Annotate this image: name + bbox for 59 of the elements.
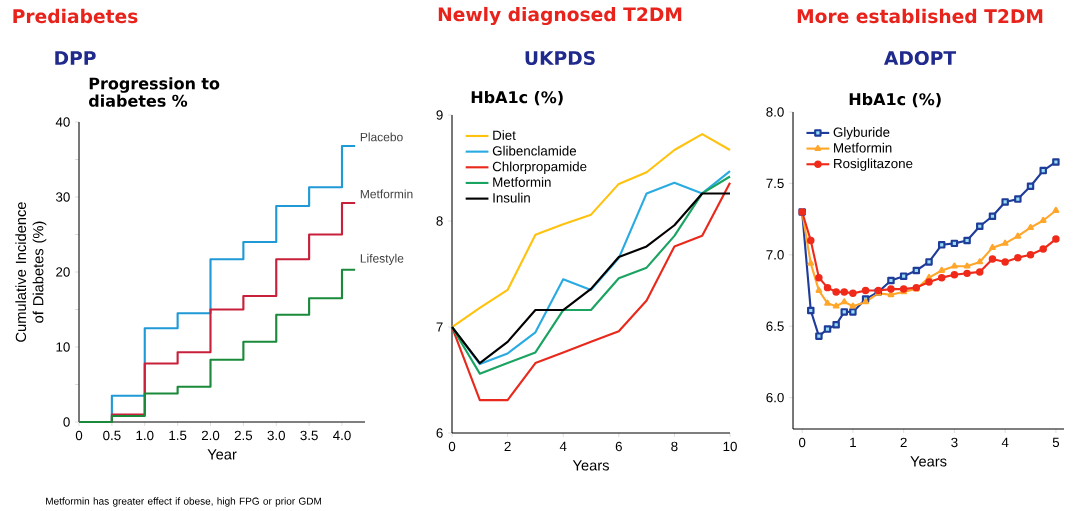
y-tick-label: 8.0 bbox=[766, 107, 784, 117]
x-tick-label: 8 bbox=[671, 441, 678, 452]
text: Progression to diabetes % bbox=[88, 77, 220, 107]
x-tick-label: 5 bbox=[1052, 437, 1060, 448]
y-axis-title: Cumulative Incidence of Diabetes (%) bbox=[15, 202, 47, 342]
x-tick-label: 4 bbox=[559, 441, 567, 451]
x-tick-label: 0.5 bbox=[103, 430, 121, 441]
chart-subtitle: DPP bbox=[55, 51, 96, 65]
legend-label: Metformin bbox=[834, 142, 892, 153]
y-tick-label: 6.0 bbox=[766, 392, 784, 403]
series-label: Placebo bbox=[360, 132, 403, 142]
y-tick-label: 7.0 bbox=[766, 250, 784, 260]
y-tick-label: 10 bbox=[56, 342, 70, 352]
y-tick-label: 9 bbox=[436, 110, 443, 120]
x-tick-label: 2 bbox=[504, 441, 511, 452]
x-tick-label: 3.5 bbox=[300, 430, 318, 441]
x-tick-label: 2.5 bbox=[234, 430, 253, 441]
y-tick-label: 8 bbox=[436, 216, 443, 226]
legend-label: Glibenclamide bbox=[492, 145, 577, 156]
text: HbA1c (%) bbox=[849, 92, 941, 108]
x-tick-label: 0 bbox=[75, 430, 83, 441]
text: HbA1c (%) bbox=[471, 90, 563, 106]
legend-label: Diet bbox=[493, 130, 516, 140]
y-tick-label: 7 bbox=[436, 322, 443, 332]
y-tick-label: 20 bbox=[56, 267, 70, 277]
x-tick-label: 2.0 bbox=[201, 430, 220, 441]
x-tick-label: 1.5 bbox=[169, 430, 187, 441]
x-tick-label: 0 bbox=[798, 437, 806, 448]
x-tick-label: 4.0 bbox=[333, 430, 351, 441]
legend-label: Glyburide bbox=[833, 127, 890, 140]
x-tick-label: 3.0 bbox=[267, 430, 285, 441]
x-axis-title: Years bbox=[572, 460, 609, 471]
x-tick-label: 6 bbox=[615, 441, 622, 452]
legend-label: Rosiglitazone bbox=[834, 158, 913, 171]
legend-label: Chlorpropamide bbox=[492, 161, 587, 174]
y-tick-label: 6.5 bbox=[766, 321, 784, 331]
series-label: Metformin bbox=[360, 189, 413, 199]
chart-title: More established T2DM bbox=[797, 8, 1043, 24]
x-axis-title: Year bbox=[207, 449, 237, 460]
legend-label: Metformin bbox=[493, 177, 551, 187]
x-axis-title: Years bbox=[910, 456, 947, 467]
chart-subtitle: UKPDS bbox=[525, 50, 595, 66]
x-tick-label: 4 bbox=[1001, 437, 1009, 447]
x-tick-label: 1 bbox=[850, 437, 856, 447]
chart-subtitle: ADOPT bbox=[883, 50, 957, 66]
x-tick-label: 1.0 bbox=[136, 430, 154, 441]
text: Metformin has greater effect if obese, high FPG or prior GDM bbox=[46, 497, 321, 507]
x-tick-label: 0 bbox=[448, 441, 456, 452]
x-tick-label: 2 bbox=[900, 437, 907, 448]
y-tick-label: 30 bbox=[55, 192, 70, 202]
chart-title: Prediabetes bbox=[13, 8, 138, 24]
series-label: Lifestyle bbox=[360, 253, 404, 266]
x-tick-label: 3 bbox=[951, 437, 958, 448]
chart-title: Newly diagnosed T2DM bbox=[438, 6, 682, 26]
legend-label: Insulin bbox=[493, 192, 530, 203]
x-tick-label: 10 bbox=[723, 441, 737, 452]
y-tick-label: 7.5 bbox=[766, 178, 784, 189]
y-tick-label: 40 bbox=[55, 117, 70, 127]
y-tick-label: 0 bbox=[63, 417, 70, 427]
